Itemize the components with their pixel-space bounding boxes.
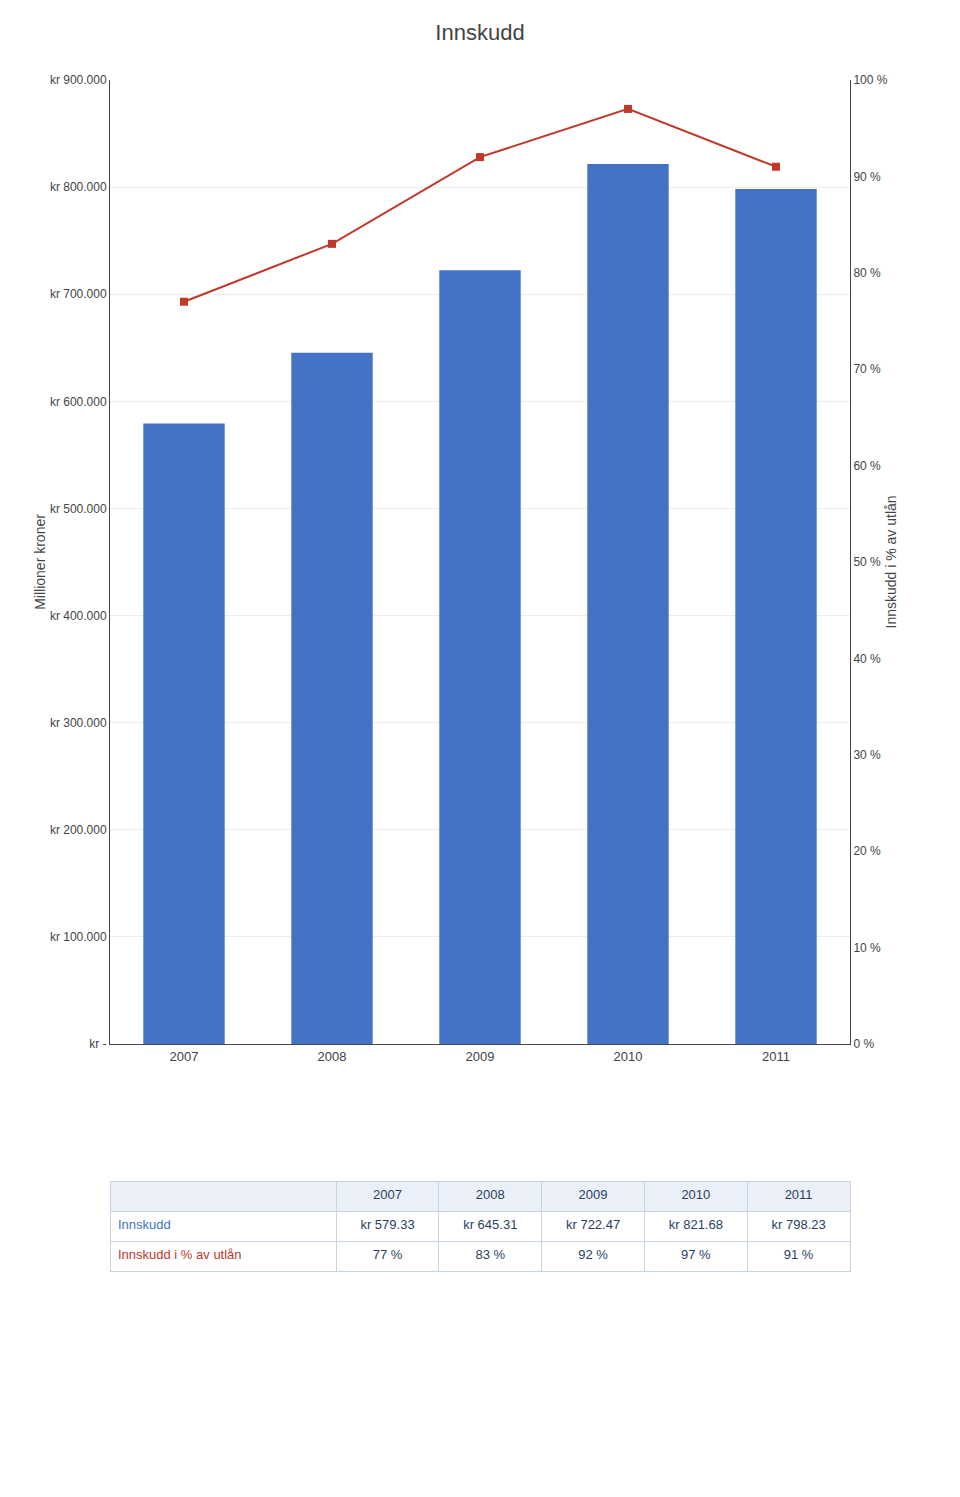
svg-text:91 %: 91 % [784, 1247, 814, 1262]
svg-text:Innskudd: Innskudd [435, 20, 524, 45]
svg-text:90 %: 90 % [853, 170, 881, 184]
svg-text:70 %: 70 % [853, 362, 881, 376]
svg-text:100 %: 100 % [853, 73, 887, 87]
svg-text:Millioner kroner: Millioner kroner [32, 514, 48, 610]
svg-text:kr 200.000: kr 200.000 [50, 823, 107, 837]
svg-text:2008: 2008 [476, 1187, 505, 1202]
svg-text:2008: 2008 [318, 1049, 347, 1064]
svg-text:kr 300.000: kr 300.000 [50, 716, 107, 730]
svg-text:Innskudd: Innskudd [118, 1217, 171, 1232]
svg-text:kr -: kr - [89, 1037, 106, 1051]
svg-text:80 %: 80 % [853, 266, 881, 280]
svg-text:2009: 2009 [579, 1187, 608, 1202]
svg-text:kr 579.33: kr 579.33 [360, 1217, 414, 1232]
svg-text:Innskudd i % av utlån: Innskudd i % av utlån [883, 495, 899, 628]
svg-text:77 %: 77 % [373, 1247, 403, 1262]
svg-text:kr 900.000: kr 900.000 [50, 73, 107, 87]
svg-text:92 %: 92 % [578, 1247, 608, 1262]
svg-text:Innskudd i % av utlån: Innskudd i % av utlån [118, 1247, 242, 1262]
svg-text:2010: 2010 [614, 1049, 643, 1064]
svg-text:kr 800.000: kr 800.000 [50, 180, 107, 194]
svg-text:2011: 2011 [785, 1187, 813, 1202]
svg-text:40 %: 40 % [853, 652, 881, 666]
svg-text:20 %: 20 % [853, 844, 881, 858]
svg-text:2010: 2010 [681, 1187, 710, 1202]
svg-text:10 %: 10 % [853, 941, 881, 955]
svg-text:kr 798.23: kr 798.23 [772, 1217, 826, 1232]
svg-text:0 %: 0 % [853, 1037, 874, 1051]
svg-text:2007: 2007 [170, 1049, 199, 1064]
svg-text:kr 100.000: kr 100.000 [50, 930, 107, 944]
svg-text:kr 645.31: kr 645.31 [463, 1217, 517, 1232]
svg-text:kr 500.000: kr 500.000 [50, 502, 107, 516]
svg-text:kr 722.47: kr 722.47 [566, 1217, 620, 1232]
svg-text:kr 400.000: kr 400.000 [50, 609, 107, 623]
svg-text:2011: 2011 [762, 1049, 790, 1064]
svg-text:2009: 2009 [466, 1049, 495, 1064]
svg-text:83 %: 83 % [475, 1247, 505, 1262]
svg-text:kr 700.000: kr 700.000 [50, 287, 107, 301]
svg-text:kr 600.000: kr 600.000 [50, 395, 107, 409]
svg-text:30 %: 30 % [853, 748, 881, 762]
svg-text:97 %: 97 % [681, 1247, 711, 1262]
svg-text:60 %: 60 % [853, 459, 881, 473]
svg-text:50 %: 50 % [853, 555, 881, 569]
svg-text:kr 821.68: kr 821.68 [669, 1217, 723, 1232]
svg-text:2007: 2007 [373, 1187, 402, 1202]
